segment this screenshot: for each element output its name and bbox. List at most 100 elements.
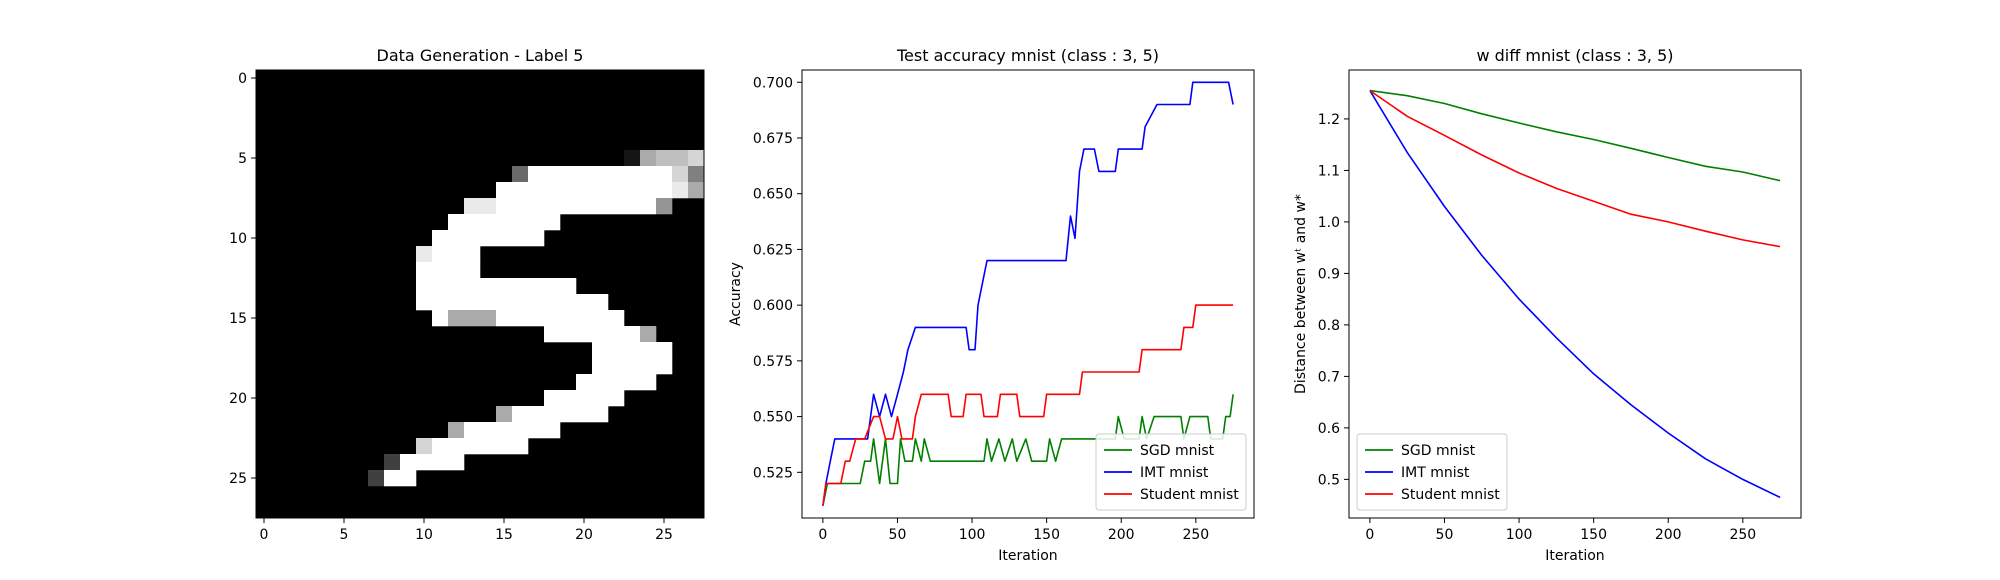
digit-image-panel: 0 5 10 15 20 25 0 5 10 15 20 25 Data Generation - La… [229,46,705,543]
plot-frame [1348,69,1802,519]
image-pixel [464,310,481,327]
chart-title: Test accuracy mnist (class : 3, 5) [896,46,1159,65]
image-pixel [624,182,641,199]
image-pixel [624,198,641,215]
image-pixel [512,278,529,295]
legend: SGD mnist IMT mnist Student mnist [1356,433,1508,511]
image-pixel [496,310,513,327]
x-tick-label: 5 [340,527,349,543]
y-tick-label: 15 [229,311,247,327]
x-tick-label: 200 [1655,527,1682,543]
image-pixel [432,230,449,247]
y-tick-label: 0.600 [753,298,793,314]
image-pixel [688,150,705,167]
image-pixel [624,150,641,167]
image-pixel [656,182,673,199]
line-chart-2: 0 50 100 150 200 250 0.5 0.6 0.7 0.8 0.9 1.0 1.1 1.2 w… [1293,46,1802,564]
y-tick-label: 1.2 [1318,112,1340,128]
image-pixel [640,166,657,183]
y-tick-label: 0.675 [753,131,793,147]
legend-label: IMT mnist [1401,465,1470,481]
image-pixel [432,310,449,327]
x-axis-label: Iteration [998,548,1057,564]
image-pixel [496,422,513,439]
image-pixel [432,454,449,471]
image-pixel [576,182,593,199]
image-pixel [688,182,705,199]
image-pixel [448,278,465,295]
image-pixel [512,230,529,247]
image-pixel [528,198,545,215]
image-pixel [416,438,433,455]
series-line-imt [822,81,1234,506]
image-pixel [528,230,545,247]
image-pixel [448,310,465,327]
image-pixel [576,326,593,343]
y-tick-label: 0.625 [753,242,793,258]
image-pixel [464,422,481,439]
x-tick-label: 0 [260,527,269,543]
image-pixel [528,278,545,295]
image-pixel [464,246,481,263]
chart-title: w diff mnist (class : 3, 5) [1476,46,1673,65]
image-pixel [416,294,433,311]
legend-box [1356,433,1508,511]
image-pixel [672,166,689,183]
image-pixel [544,422,561,439]
x-tick-label: 100 [1506,527,1533,543]
image-pixel [544,198,561,215]
image-pixel [576,390,593,407]
image-pixel [448,214,465,231]
chart-title: Data Generation - Label 5 [377,46,584,65]
image-pixel [560,406,577,423]
image-pixel [640,374,657,391]
image-pixel [592,182,609,199]
image-pixel [560,390,577,407]
image-pixel [512,214,529,231]
y-tick-label: 20 [229,391,247,407]
legend-label: SGD mnist [1401,443,1476,459]
image-pixel [560,198,577,215]
image-pixel [640,198,657,215]
x-axis-label: Iteration [1545,548,1604,564]
image-pixel [480,214,497,231]
image-pixel [656,198,673,215]
image-pixel [528,310,545,327]
legend: SGD mnist IMT mnist Student mnist [1095,433,1247,511]
image-pixel [576,406,593,423]
image-pixel [384,470,401,487]
image-pixel [544,390,561,407]
plot-frame [801,69,1255,519]
image-pixel [448,294,465,311]
image-pixel [480,198,497,215]
image-pixel [624,166,641,183]
image-pixel [416,262,433,279]
y-tick-label: 0.9 [1318,266,1340,282]
image-pixel [576,374,593,391]
image-pixel [544,214,561,231]
image-pixel [592,326,609,343]
image-pixel [544,310,561,327]
image-pixel [528,294,545,311]
image-pixel [512,198,529,215]
image-pixel [592,406,609,423]
y-tick-label: 0.650 [753,187,793,203]
y-tick-label: 0.7 [1318,369,1340,385]
image-pixel [528,166,545,183]
series-line-sgd [1369,89,1781,182]
image-pixel [624,326,641,343]
image-pixel [528,406,545,423]
image-pixel [592,166,609,183]
y-tick-label: 0.6 [1318,421,1340,437]
image-pixel [512,438,529,455]
y-tick-label: 0.5 [1318,472,1340,488]
y-tick-label: 0.525 [753,465,793,481]
image-pixel [560,310,577,327]
image-pixel [640,342,657,359]
series-line-student [1369,89,1781,248]
image-pixel [496,294,513,311]
image-pixel [608,166,625,183]
image-pixel [512,422,529,439]
image-pixel [640,182,657,199]
image-pixel [576,198,593,215]
